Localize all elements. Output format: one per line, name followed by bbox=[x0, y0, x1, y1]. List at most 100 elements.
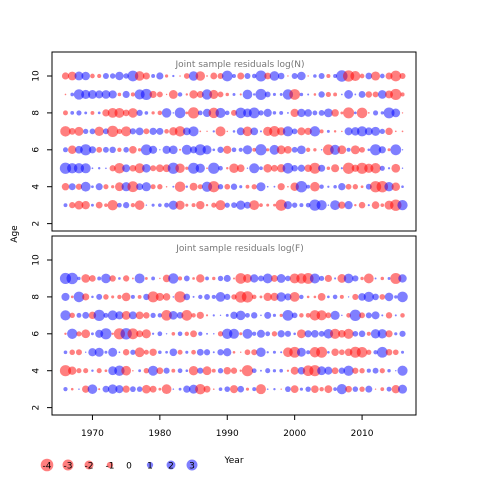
residual-bubble bbox=[102, 72, 109, 79]
residual-bubble bbox=[161, 310, 172, 321]
residual-bubble bbox=[269, 144, 280, 155]
residual-bubble bbox=[114, 107, 125, 118]
residual-bubble bbox=[108, 347, 118, 357]
residual-bubble bbox=[245, 184, 250, 189]
legend-label: 0 bbox=[126, 462, 132, 472]
residual-bubble bbox=[134, 163, 145, 174]
residual-bubble bbox=[299, 387, 303, 391]
y-tick-label: 4 bbox=[32, 184, 42, 190]
residual-bubble bbox=[231, 147, 237, 153]
residual-bubble bbox=[242, 145, 253, 155]
residual-bubble bbox=[256, 329, 265, 338]
residual-bubble bbox=[68, 366, 77, 375]
residual-bubble bbox=[255, 70, 267, 82]
residual-bubble bbox=[394, 295, 398, 299]
residual-bubble bbox=[91, 185, 94, 189]
residual-bubble bbox=[98, 388, 101, 391]
residual-bubble bbox=[156, 127, 164, 135]
residual-bubble bbox=[88, 90, 97, 99]
residual-bubble bbox=[239, 369, 242, 372]
residual-bubble bbox=[131, 277, 134, 280]
residual-bubble bbox=[249, 163, 260, 174]
residual-bubble bbox=[359, 73, 365, 79]
residual-bubble bbox=[229, 163, 239, 174]
residual-bubble bbox=[401, 112, 404, 114]
residual-bubble bbox=[338, 349, 345, 356]
bubble-layer bbox=[59, 272, 408, 395]
residual-bubble bbox=[345, 385, 352, 393]
residual-bubble bbox=[168, 90, 178, 99]
residual-bubble bbox=[358, 91, 366, 98]
residual-bubble bbox=[299, 203, 304, 208]
residual-bubble bbox=[181, 144, 192, 155]
residual-bubble bbox=[320, 149, 323, 151]
residual-bubble bbox=[60, 310, 71, 321]
residual-bubble bbox=[102, 109, 110, 117]
residual-bubble bbox=[379, 128, 385, 135]
residual-bubble bbox=[332, 294, 338, 300]
residual-bubble bbox=[318, 330, 325, 337]
residual-bubble bbox=[122, 109, 130, 117]
residual-bubble bbox=[366, 349, 372, 355]
residual-bubble bbox=[123, 73, 129, 79]
residual-bubble bbox=[398, 384, 408, 394]
residual-bubble bbox=[379, 368, 385, 374]
residual-bubble bbox=[228, 328, 240, 339]
x-tick-label: 2010 bbox=[351, 429, 374, 439]
residual-bubble bbox=[197, 184, 203, 190]
residual-bubble bbox=[237, 385, 245, 393]
residual-bubble bbox=[305, 386, 311, 392]
residual-bubble bbox=[295, 181, 308, 193]
residual-bubble bbox=[165, 185, 168, 188]
residual-bubble bbox=[64, 332, 67, 336]
residual-bubble bbox=[104, 203, 108, 207]
residual-bubble bbox=[177, 349, 183, 355]
residual-bubble bbox=[264, 311, 272, 319]
residual-bubble bbox=[279, 313, 283, 317]
residual-bubble bbox=[235, 107, 247, 119]
residual-bubble bbox=[326, 129, 330, 133]
residual-bubble bbox=[129, 145, 137, 154]
residual-bubble bbox=[236, 200, 246, 210]
residual-bubble bbox=[273, 203, 276, 207]
residual-bubble bbox=[401, 167, 404, 169]
residual-bubble bbox=[381, 314, 384, 317]
residual-bubble bbox=[235, 273, 247, 284]
residual-bubble bbox=[279, 368, 283, 373]
residual-bubble bbox=[132, 369, 134, 372]
residual-bubble bbox=[239, 332, 243, 336]
residual-bubble bbox=[359, 368, 365, 374]
residual-bubble bbox=[299, 92, 304, 97]
residual-bubble bbox=[226, 130, 229, 133]
residual-bubble bbox=[324, 385, 333, 394]
residual-bubble bbox=[313, 93, 317, 96]
residual-bubble bbox=[217, 91, 224, 98]
y-axis-label: Age bbox=[10, 225, 20, 243]
residual-bubble bbox=[380, 111, 384, 115]
residual-bubble bbox=[109, 146, 116, 154]
residual-bubble bbox=[210, 72, 218, 80]
residual-bubble bbox=[143, 367, 150, 374]
x-axis-label: Year bbox=[223, 456, 243, 466]
residual-bubble bbox=[223, 145, 232, 154]
residual-bubble bbox=[122, 349, 130, 356]
residual-bubble bbox=[117, 294, 122, 300]
residual-bubble bbox=[185, 166, 189, 170]
residual-bubble bbox=[196, 200, 205, 210]
residual-bubble bbox=[217, 349, 224, 356]
residual-bubble bbox=[340, 167, 343, 170]
residual-bubble bbox=[371, 201, 380, 210]
residual-bubble bbox=[168, 273, 179, 284]
residual-bubble bbox=[306, 184, 311, 189]
residual-bubble bbox=[164, 202, 170, 208]
residual-bubble bbox=[95, 201, 103, 209]
residual-bubble bbox=[179, 75, 181, 77]
residual-bubble bbox=[157, 110, 163, 116]
residual-bubble bbox=[239, 185, 243, 189]
residual-bubble bbox=[370, 144, 382, 156]
residual-bubble bbox=[331, 164, 340, 173]
residual-bubble bbox=[192, 295, 195, 298]
residual-bubble bbox=[67, 71, 77, 81]
residual-bubble bbox=[82, 293, 90, 301]
residual-bubble bbox=[259, 130, 262, 133]
